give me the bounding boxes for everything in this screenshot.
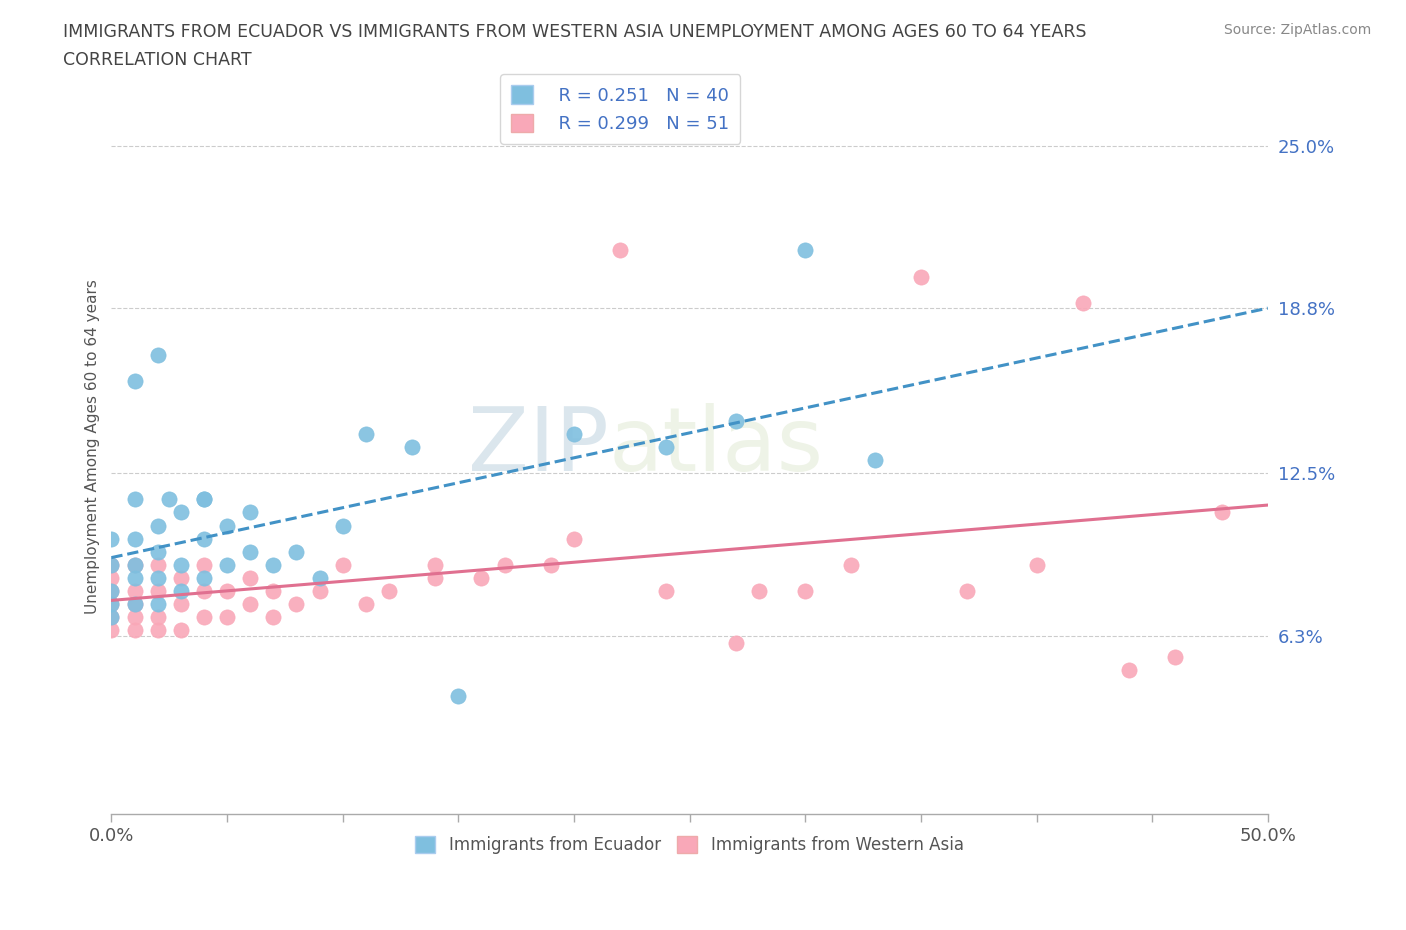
Point [748,584,770,599]
Point [655,440,678,455]
Point [146,597,169,612]
Point [332,518,354,533]
Text: IMMIGRANTS FROM ECUADOR VS IMMIGRANTS FROM WESTERN ASIA UNEMPLOYMENT AMONG AGES : IMMIGRANTS FROM ECUADOR VS IMMIGRANTS FR… [63,23,1087,41]
Point [239,597,262,612]
Point [100,610,122,625]
Point [170,597,193,612]
Point [100,557,122,572]
Point [193,492,215,507]
Text: CORRELATION CHART: CORRELATION CHART [63,51,252,69]
Point [100,570,122,585]
Point [794,584,817,599]
Point [1071,296,1094,311]
Point [285,597,308,612]
Text: atlas: atlas [609,404,824,490]
Point [100,557,122,572]
Point [146,570,169,585]
Point [239,544,262,559]
Point [425,570,447,585]
Point [1025,557,1047,572]
Point [724,413,747,428]
Point [124,610,146,625]
Point [124,623,146,638]
Text: Source: ZipAtlas.com: Source: ZipAtlas.com [1223,23,1371,37]
Point [724,636,747,651]
Point [146,518,169,533]
Point [494,557,516,572]
Point [124,492,146,507]
Point [146,348,169,363]
Point [655,584,678,599]
Point [100,597,122,612]
Point [193,531,215,546]
Point [354,597,377,612]
Y-axis label: Unemployment Among Ages 60 to 64 years: Unemployment Among Ages 60 to 64 years [86,280,100,615]
Point [100,584,122,599]
Point [124,531,146,546]
Point [193,610,215,625]
Point [124,374,146,389]
Point [124,570,146,585]
Point [609,243,631,258]
Point [193,492,215,507]
Point [100,623,122,638]
Point [124,557,146,572]
Point [100,584,122,599]
Point [794,243,817,258]
Point [447,688,470,703]
Point [100,597,122,612]
Point [332,557,354,572]
Point [124,597,146,612]
Point [193,584,215,599]
Point [308,570,330,585]
Point [262,584,284,599]
Point [157,492,180,507]
Point [425,557,447,572]
Point [562,531,585,546]
Point [956,584,979,599]
Point [401,440,423,455]
Point [146,610,169,625]
Point [562,427,585,442]
Point [170,505,193,520]
Point [146,544,169,559]
Point [124,584,146,599]
Point [100,610,122,625]
Point [100,531,122,546]
Point [262,557,284,572]
Point [170,623,193,638]
Point [146,584,169,599]
Point [215,557,238,572]
Point [1164,649,1187,664]
Point [146,557,169,572]
Point [124,597,146,612]
Point [215,518,238,533]
Point [215,584,238,599]
Point [239,505,262,520]
Point [262,610,284,625]
Point [863,453,886,468]
Point [1211,505,1233,520]
Point [841,557,863,572]
Point [540,557,562,572]
Point [1118,662,1140,677]
Point [910,269,932,284]
Point [215,610,238,625]
Legend: Immigrants from Ecuador, Immigrants from Western Asia: Immigrants from Ecuador, Immigrants from… [409,829,970,860]
Point [308,584,330,599]
Point [354,427,377,442]
Point [170,570,193,585]
Point [193,570,215,585]
Point [124,557,146,572]
Text: ZIP: ZIP [468,404,609,490]
Point [470,570,492,585]
Point [378,584,401,599]
Point [193,557,215,572]
Point [285,544,308,559]
Point [170,557,193,572]
Point [146,623,169,638]
Point [239,570,262,585]
Point [170,584,193,599]
